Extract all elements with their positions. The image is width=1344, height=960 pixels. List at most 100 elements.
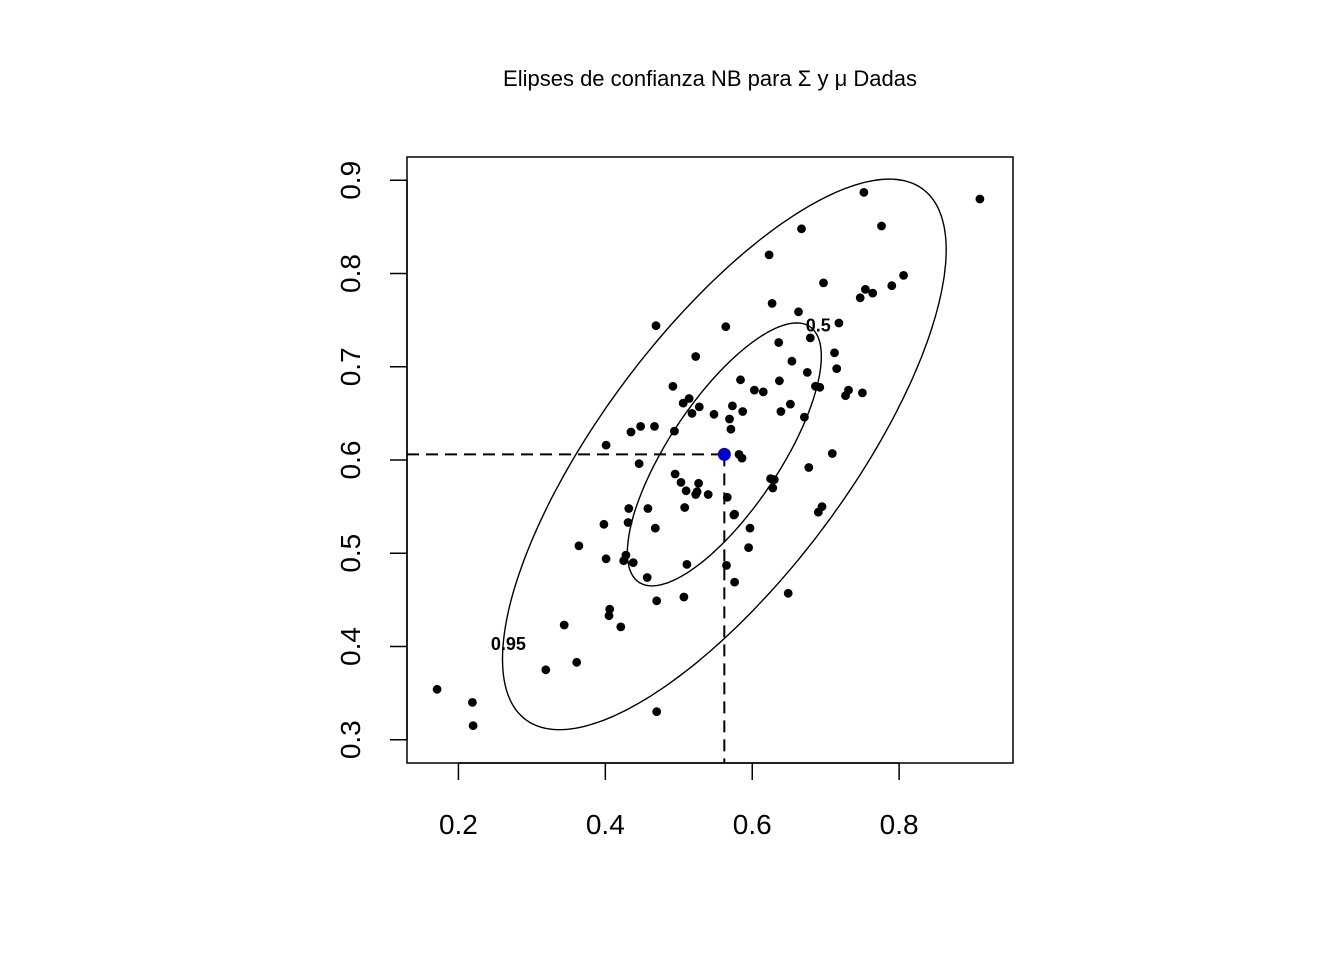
data-point	[834, 318, 844, 328]
data-point	[670, 469, 680, 479]
mean-marker-layer	[717, 447, 731, 461]
contour-labels: 0.5 0.95	[491, 315, 831, 654]
data-point	[599, 519, 609, 529]
data-point	[679, 592, 689, 602]
data-point	[605, 604, 615, 614]
data-point	[722, 492, 732, 502]
data-point	[832, 364, 842, 373]
data-point	[678, 398, 688, 408]
data-point	[730, 509, 739, 519]
data-point	[670, 426, 679, 436]
chart-title: Elipses de confianza NB para Σ y μ Dadas	[503, 66, 917, 91]
data-point	[830, 348, 839, 358]
data-point	[774, 338, 784, 347]
contour-label-inner: 0.5	[806, 315, 831, 335]
data-point	[601, 554, 611, 564]
data-point	[709, 409, 719, 419]
y-tick-label: 0.9	[335, 161, 366, 200]
data-point	[750, 385, 759, 395]
data-point	[642, 573, 652, 582]
data-point	[725, 414, 734, 424]
data-point	[634, 459, 644, 469]
data-point	[601, 440, 611, 450]
mean-point	[717, 447, 731, 461]
data-point	[651, 321, 661, 331]
data-point	[745, 523, 755, 533]
y-tick-label: 0.3	[335, 720, 366, 759]
ellipse-outer	[501, 178, 947, 731]
x-axis: 0.2 0.4 0.6 0.8	[439, 762, 919, 840]
data-point	[694, 402, 704, 412]
data-point	[468, 721, 478, 731]
data-point	[827, 449, 837, 458]
data-point	[797, 224, 806, 234]
data-point	[868, 288, 878, 298]
data-point	[621, 550, 631, 560]
y-axis: 0.3 0.4 0.5 0.6 0.7 0.8 0.9	[335, 161, 408, 759]
data-point	[604, 611, 614, 621]
data-point	[887, 281, 897, 291]
data-point	[844, 385, 853, 395]
data-point	[680, 503, 690, 512]
data-point	[738, 407, 748, 416]
data-point	[859, 188, 869, 197]
data-point	[676, 478, 686, 487]
data-point	[572, 657, 582, 667]
data-point	[776, 407, 786, 416]
data-point	[975, 194, 985, 204]
y-tick-label: 0.6	[335, 441, 366, 480]
data-point	[574, 541, 584, 551]
data-point	[817, 502, 827, 511]
contour-label-outer: 0.95	[491, 634, 526, 654]
data-point	[764, 250, 774, 260]
data-point	[623, 518, 633, 527]
data-point	[559, 620, 569, 630]
data-point	[616, 622, 626, 632]
mean-guide-lines	[407, 453, 726, 763]
y-tick-label: 0.8	[335, 254, 366, 293]
data-point	[726, 424, 736, 434]
y-tick-label: 0.5	[335, 534, 366, 573]
data-point	[737, 453, 747, 463]
data-point	[805, 333, 815, 343]
data-point	[681, 486, 691, 496]
data-point	[730, 577, 739, 587]
data-point	[650, 422, 659, 431]
data-point	[899, 271, 908, 280]
data-point	[728, 401, 737, 411]
y-tick-label: 0.7	[335, 347, 366, 386]
data-point	[692, 487, 702, 497]
data-point	[819, 278, 828, 288]
data-point	[858, 388, 867, 398]
data-point	[768, 483, 778, 493]
x-tick-label: 0.6	[733, 809, 772, 840]
data-point	[652, 596, 662, 606]
data-point	[794, 307, 803, 317]
data-point	[643, 504, 653, 513]
data-point	[802, 368, 812, 377]
data-point	[468, 698, 477, 707]
data-point	[804, 463, 814, 472]
data-point	[775, 376, 784, 386]
x-tick-label: 0.8	[880, 809, 919, 840]
data-point	[767, 299, 777, 308]
data-point	[652, 707, 662, 717]
data-point	[691, 352, 701, 361]
data-point	[786, 399, 795, 409]
data-point	[432, 684, 442, 694]
data-point	[758, 387, 768, 397]
data-point	[703, 490, 713, 499]
data-point	[541, 665, 551, 675]
data-point	[815, 382, 825, 392]
data-point	[877, 221, 886, 231]
data-point	[626, 427, 636, 437]
x-tick-label: 0.4	[586, 809, 625, 840]
data-point	[682, 560, 692, 569]
data-point	[684, 394, 694, 403]
data-point	[721, 322, 731, 332]
data-point	[668, 381, 678, 391]
data-point	[769, 475, 779, 484]
data-point	[861, 285, 870, 294]
data-point	[800, 412, 809, 422]
